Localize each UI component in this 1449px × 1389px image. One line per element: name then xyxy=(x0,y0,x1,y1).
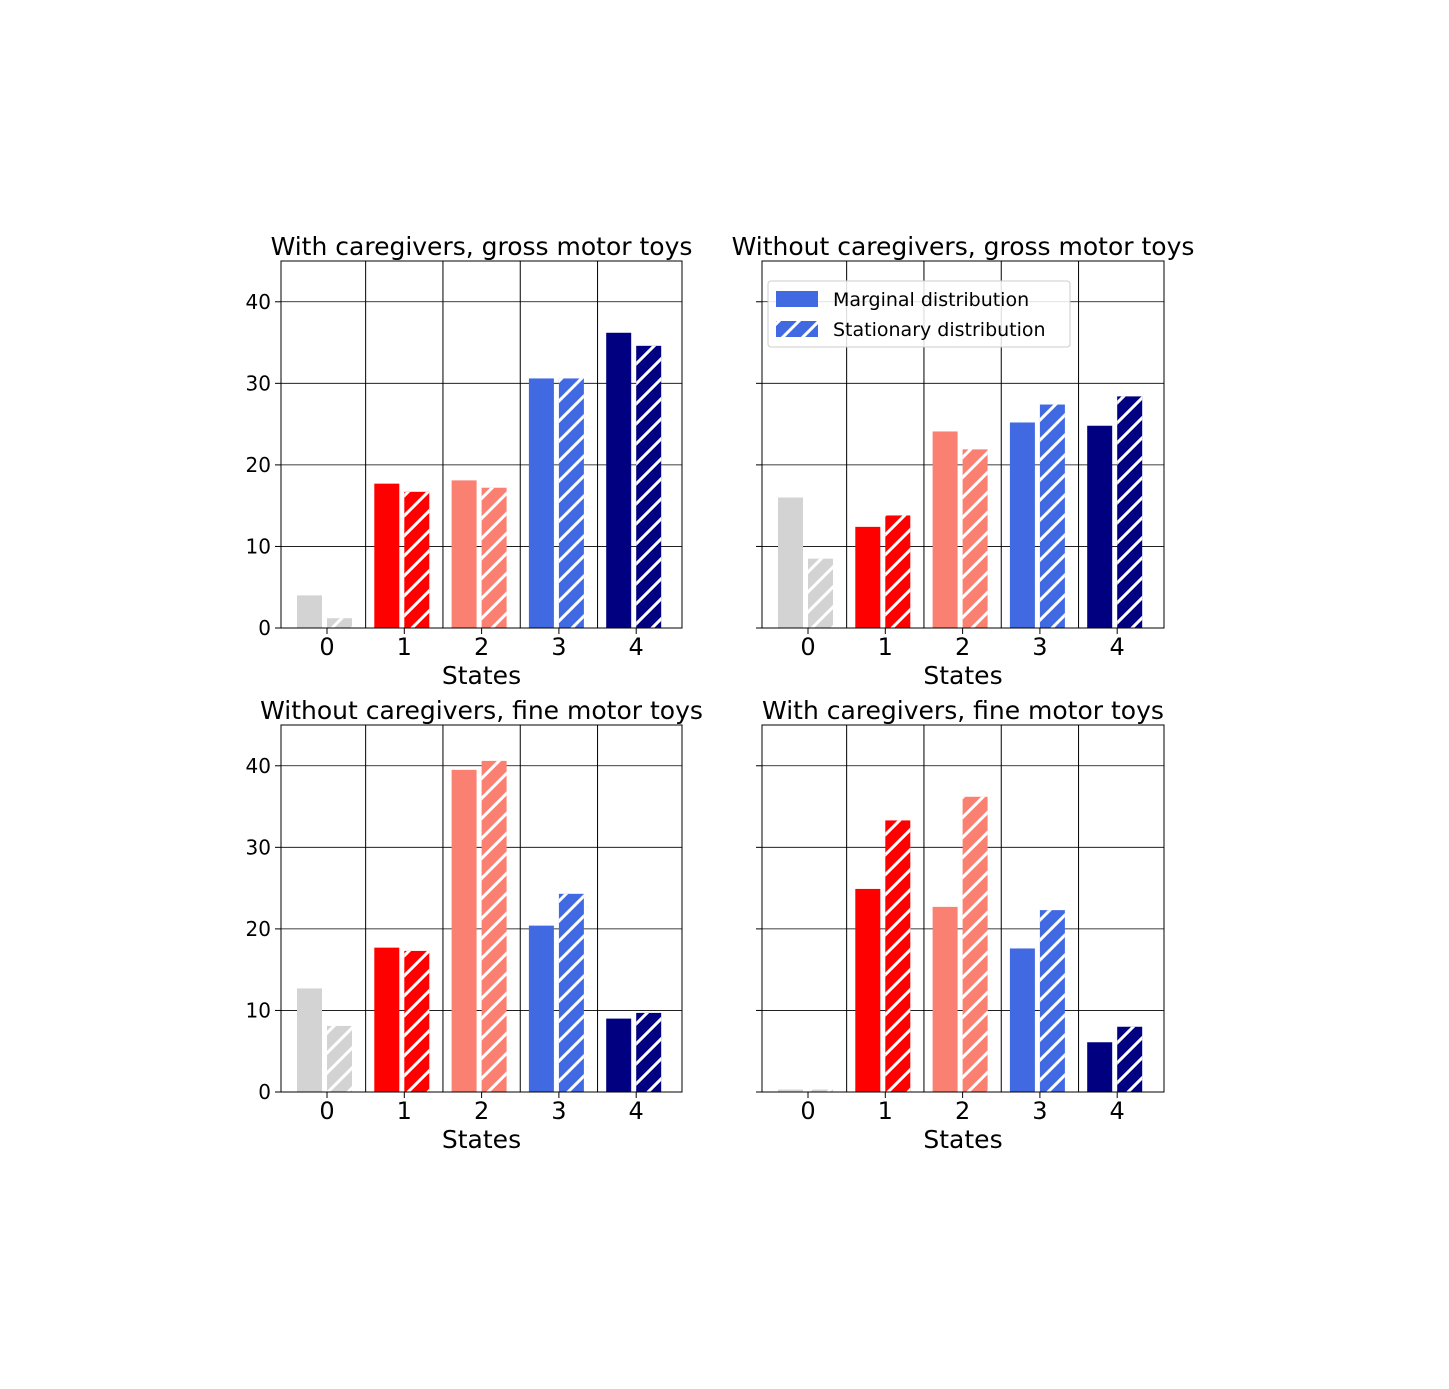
legend-box xyxy=(767,280,1071,348)
hatch-overlay-4 xyxy=(636,345,662,628)
x-axis-label: States xyxy=(923,661,1002,690)
hatch-overlay-3 xyxy=(558,378,584,628)
x-tick-label: 2 xyxy=(955,633,970,661)
hatch-overlay-2 xyxy=(962,449,988,628)
chart-title: Without caregivers, fine motor toys xyxy=(260,696,703,725)
x-tick-label: 0 xyxy=(319,633,334,661)
marginal-bar-4 xyxy=(1087,425,1113,628)
x-tick-label: 0 xyxy=(319,1097,334,1125)
hatch-overlay-2 xyxy=(481,760,507,1092)
legend-swatch-0 xyxy=(776,291,818,307)
y-tick-label: 40 xyxy=(246,754,271,778)
x-tick-label: 4 xyxy=(1110,633,1125,661)
x-axis-label: States xyxy=(442,661,521,690)
marginal-bar-1 xyxy=(855,888,881,1092)
chart-panel-1: 0 1 2 3 4 States Without caregivers, gross mot… xyxy=(732,232,1195,690)
marginal-bar-3 xyxy=(1009,422,1035,628)
x-axis-label: States xyxy=(442,1125,521,1154)
marginal-bar-1 xyxy=(374,483,400,628)
x-tick-label: 1 xyxy=(878,633,893,661)
chart-panel-0: 0 10 20 30 40 0 1 2 3 4 States With caregivers, gro… xyxy=(246,232,693,690)
legend-swatch-hatch xyxy=(776,321,818,337)
y-tick-label: 20 xyxy=(246,917,271,941)
marginal-bar-0 xyxy=(778,1089,803,1092)
marginal-bar-2 xyxy=(451,769,477,1092)
chart-title: Without caregivers, gross motor toys xyxy=(732,232,1195,261)
x-tick-label: 4 xyxy=(629,633,644,661)
chart-title: With caregivers, gross motor toys xyxy=(271,232,693,261)
marginal-bar-0 xyxy=(297,595,322,628)
x-tick-label: 3 xyxy=(1032,633,1047,661)
chart-title: With caregivers, fine motor toys xyxy=(762,696,1164,725)
x-tick-label: 2 xyxy=(955,1097,970,1125)
marginal-bar-1 xyxy=(855,526,881,628)
y-tick-label: 30 xyxy=(246,835,271,859)
marginal-bar-2 xyxy=(932,431,958,628)
hatch-overlay-2 xyxy=(481,487,507,628)
y-tick-label: 0 xyxy=(258,616,271,640)
x-tick-label: 1 xyxy=(397,1097,412,1125)
marginal-bar-2 xyxy=(932,906,958,1092)
hatch-overlay-1 xyxy=(404,491,430,628)
x-tick-label: 2 xyxy=(474,633,489,661)
marginal-bar-3 xyxy=(1009,948,1035,1092)
hatch-overlay-4 xyxy=(636,1012,662,1092)
x-tick-label: 3 xyxy=(551,633,566,661)
y-tick-label: 10 xyxy=(246,998,271,1022)
marginal-bar-4 xyxy=(1087,1042,1113,1092)
hatch-overlay-3 xyxy=(1039,910,1065,1092)
hatch-overlay-4 xyxy=(1117,1026,1143,1092)
x-tick-label: 0 xyxy=(800,1097,815,1125)
marginal-bar-3 xyxy=(528,925,554,1092)
marginal-bar-0 xyxy=(297,988,322,1092)
y-tick-label: 10 xyxy=(246,534,271,558)
chart-panel-3: 0 1 2 3 4 States With caregivers, fine motor t… xyxy=(756,696,1165,1154)
hatch-overlay-1 xyxy=(885,515,911,628)
x-tick-label: 3 xyxy=(1032,1097,1047,1125)
x-tick-label: 1 xyxy=(878,1097,893,1125)
marginal-bar-4 xyxy=(606,332,632,628)
marginal-bar-3 xyxy=(528,378,554,628)
hatch-overlay-4 xyxy=(1117,396,1143,628)
y-tick-label: 20 xyxy=(246,453,271,477)
hatch-overlay-3 xyxy=(558,893,584,1092)
marginal-bar-2 xyxy=(451,480,477,628)
marginal-bar-1 xyxy=(374,947,400,1092)
hatch-overlay-0 xyxy=(327,618,352,628)
x-tick-label: 4 xyxy=(1110,1097,1125,1125)
x-tick-label: 4 xyxy=(629,1097,644,1125)
marginal-bar-0 xyxy=(778,497,803,628)
hatch-overlay-0 xyxy=(327,1025,352,1092)
y-tick-label: 30 xyxy=(246,371,271,395)
hatch-overlay-3 xyxy=(1039,404,1065,628)
legend-entry-0: Marginal distribution xyxy=(833,289,1029,311)
y-tick-label: 40 xyxy=(246,290,271,314)
legend-entry-1: Stationary distribution xyxy=(833,319,1046,341)
y-tick-label: 0 xyxy=(258,1080,271,1104)
hatch-overlay-0 xyxy=(808,1089,833,1092)
hatch-overlay-1 xyxy=(404,950,430,1092)
x-tick-label: 1 xyxy=(397,633,412,661)
x-tick-label: 2 xyxy=(474,1097,489,1125)
legend: Marginal distribution Stationary distribu… xyxy=(767,280,1071,348)
marginal-bar-4 xyxy=(606,1018,632,1092)
hatch-overlay-1 xyxy=(885,820,911,1092)
x-tick-label: 3 xyxy=(551,1097,566,1125)
x-tick-label: 0 xyxy=(800,633,815,661)
chart-panel-2: 0 10 20 30 40 0 1 2 3 4 States Without caregivers, … xyxy=(246,696,703,1154)
hatch-overlay-0 xyxy=(808,558,833,628)
hatch-overlay-2 xyxy=(962,796,988,1092)
x-axis-label: States xyxy=(923,1125,1002,1154)
